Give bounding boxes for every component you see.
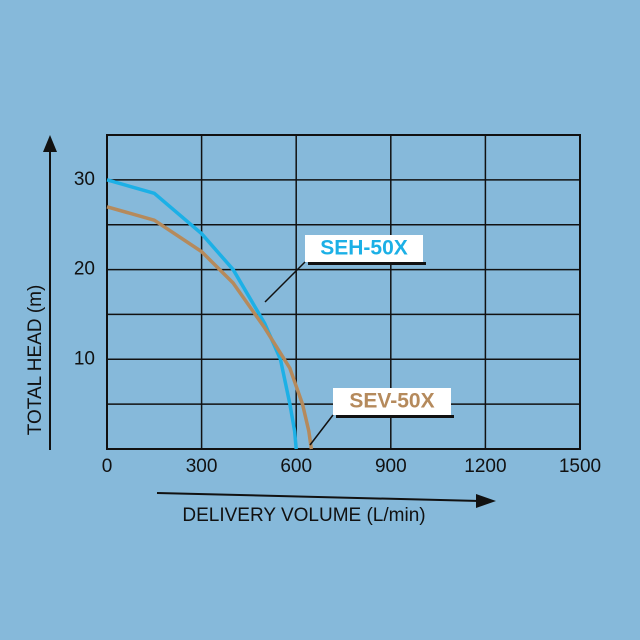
line xyxy=(106,178,298,450)
leader-line xyxy=(264,261,306,303)
leader-line xyxy=(309,414,334,446)
y-tick-label: 20 xyxy=(74,259,95,280)
y-arrow-head xyxy=(43,135,57,152)
y-tick-label: 10 xyxy=(74,348,95,369)
label-box xyxy=(305,235,423,262)
label-shadow xyxy=(336,415,454,418)
series-label: SEH-50X xyxy=(320,237,408,260)
x-tick-label: 600 xyxy=(280,456,312,477)
x-axis-label: DELIVERY VOLUME (L/min) xyxy=(182,505,425,526)
y-axis-label: TOTAL HEAD (m) xyxy=(25,285,46,436)
x-tick-label: 300 xyxy=(186,456,218,477)
x-arrow-head xyxy=(476,494,496,508)
label-box xyxy=(333,388,451,415)
x-arrow xyxy=(156,492,481,502)
series-label: SEV-50X xyxy=(349,390,434,413)
line xyxy=(106,205,314,450)
label-shadow xyxy=(308,262,426,265)
x-tick-label: 0 xyxy=(102,456,113,477)
x-tick-label: 1500 xyxy=(559,456,601,477)
x-tick-label: 900 xyxy=(375,456,407,477)
x-tick-label: 1200 xyxy=(464,456,506,477)
y-tick-label: 30 xyxy=(74,169,95,190)
